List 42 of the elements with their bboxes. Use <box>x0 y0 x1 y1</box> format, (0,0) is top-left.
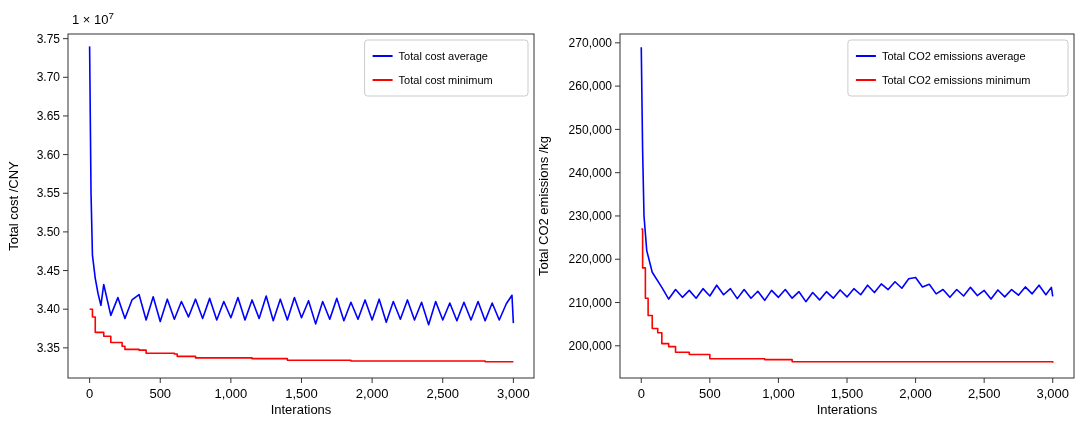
x-axis-title: Interations <box>816 402 878 417</box>
y-tick-label: 3.40 <box>36 302 61 317</box>
x-tick-label: 2,500 <box>967 386 1001 401</box>
y-tick-label: 3.45 <box>36 263 61 278</box>
y-tick-label: 3.65 <box>36 109 61 124</box>
x-tick-label: 500 <box>698 386 721 401</box>
y-tick-label: 3.75 <box>36 31 61 46</box>
y-tick-label: 250,000 <box>568 122 613 137</box>
y-tick-label: 3.60 <box>36 147 61 162</box>
x-tick-label: 1,500 <box>830 386 864 401</box>
y-tick-label: 260,000 <box>568 79 613 94</box>
x-tick-label: 1,000 <box>762 386 795 401</box>
y-tick-label: 200,000 <box>568 339 613 353</box>
y-tick-label: 3.70 <box>36 70 61 85</box>
x-tick-label: 3,000 <box>497 386 530 401</box>
x-tick-label: 2,000 <box>355 386 389 401</box>
y-axis-title: Total CO2 emissions /kg <box>536 135 551 277</box>
text: 1 × 10$^{7}$ <box>72 9 114 27</box>
y-tick-label: 240,000 <box>568 165 613 180</box>
y-axis-title: Total cost /CNY <box>6 160 21 251</box>
legend-label: Total cost average <box>398 49 488 62</box>
y-tick-label: 270,000 <box>568 36 613 51</box>
x-tick-label: 500 <box>149 386 172 401</box>
x-tick-label: 1,500 <box>285 386 318 401</box>
y-tick-label: 210,000 <box>568 295 613 310</box>
legend-label: Total cost minimum <box>398 73 493 86</box>
x-tick-label: 2,500 <box>426 386 460 401</box>
line-series <box>640 46 1054 303</box>
legend-label: Total CO2 emissions minimum <box>881 73 1031 86</box>
x-tick-label: 2,000 <box>899 386 932 401</box>
y-tick-label: 230,000 <box>568 209 613 224</box>
y-tick-label: 3.35 <box>36 341 61 356</box>
y-tick-label: 220,000 <box>568 252 613 267</box>
y-tick-label: 3.55 <box>36 186 61 201</box>
x-axis-title: Interations <box>270 402 332 417</box>
x-tick-label: 0 <box>637 386 645 401</box>
x-tick-label: 1,000 <box>214 386 248 401</box>
line-series <box>88 45 515 326</box>
legend-label: Total CO2 emissions average <box>881 49 1026 62</box>
y-tick-label: 3.50 <box>36 225 61 240</box>
x-tick-label: 3,000 <box>1036 386 1070 401</box>
x-tick-label: 0 <box>85 386 94 401</box>
